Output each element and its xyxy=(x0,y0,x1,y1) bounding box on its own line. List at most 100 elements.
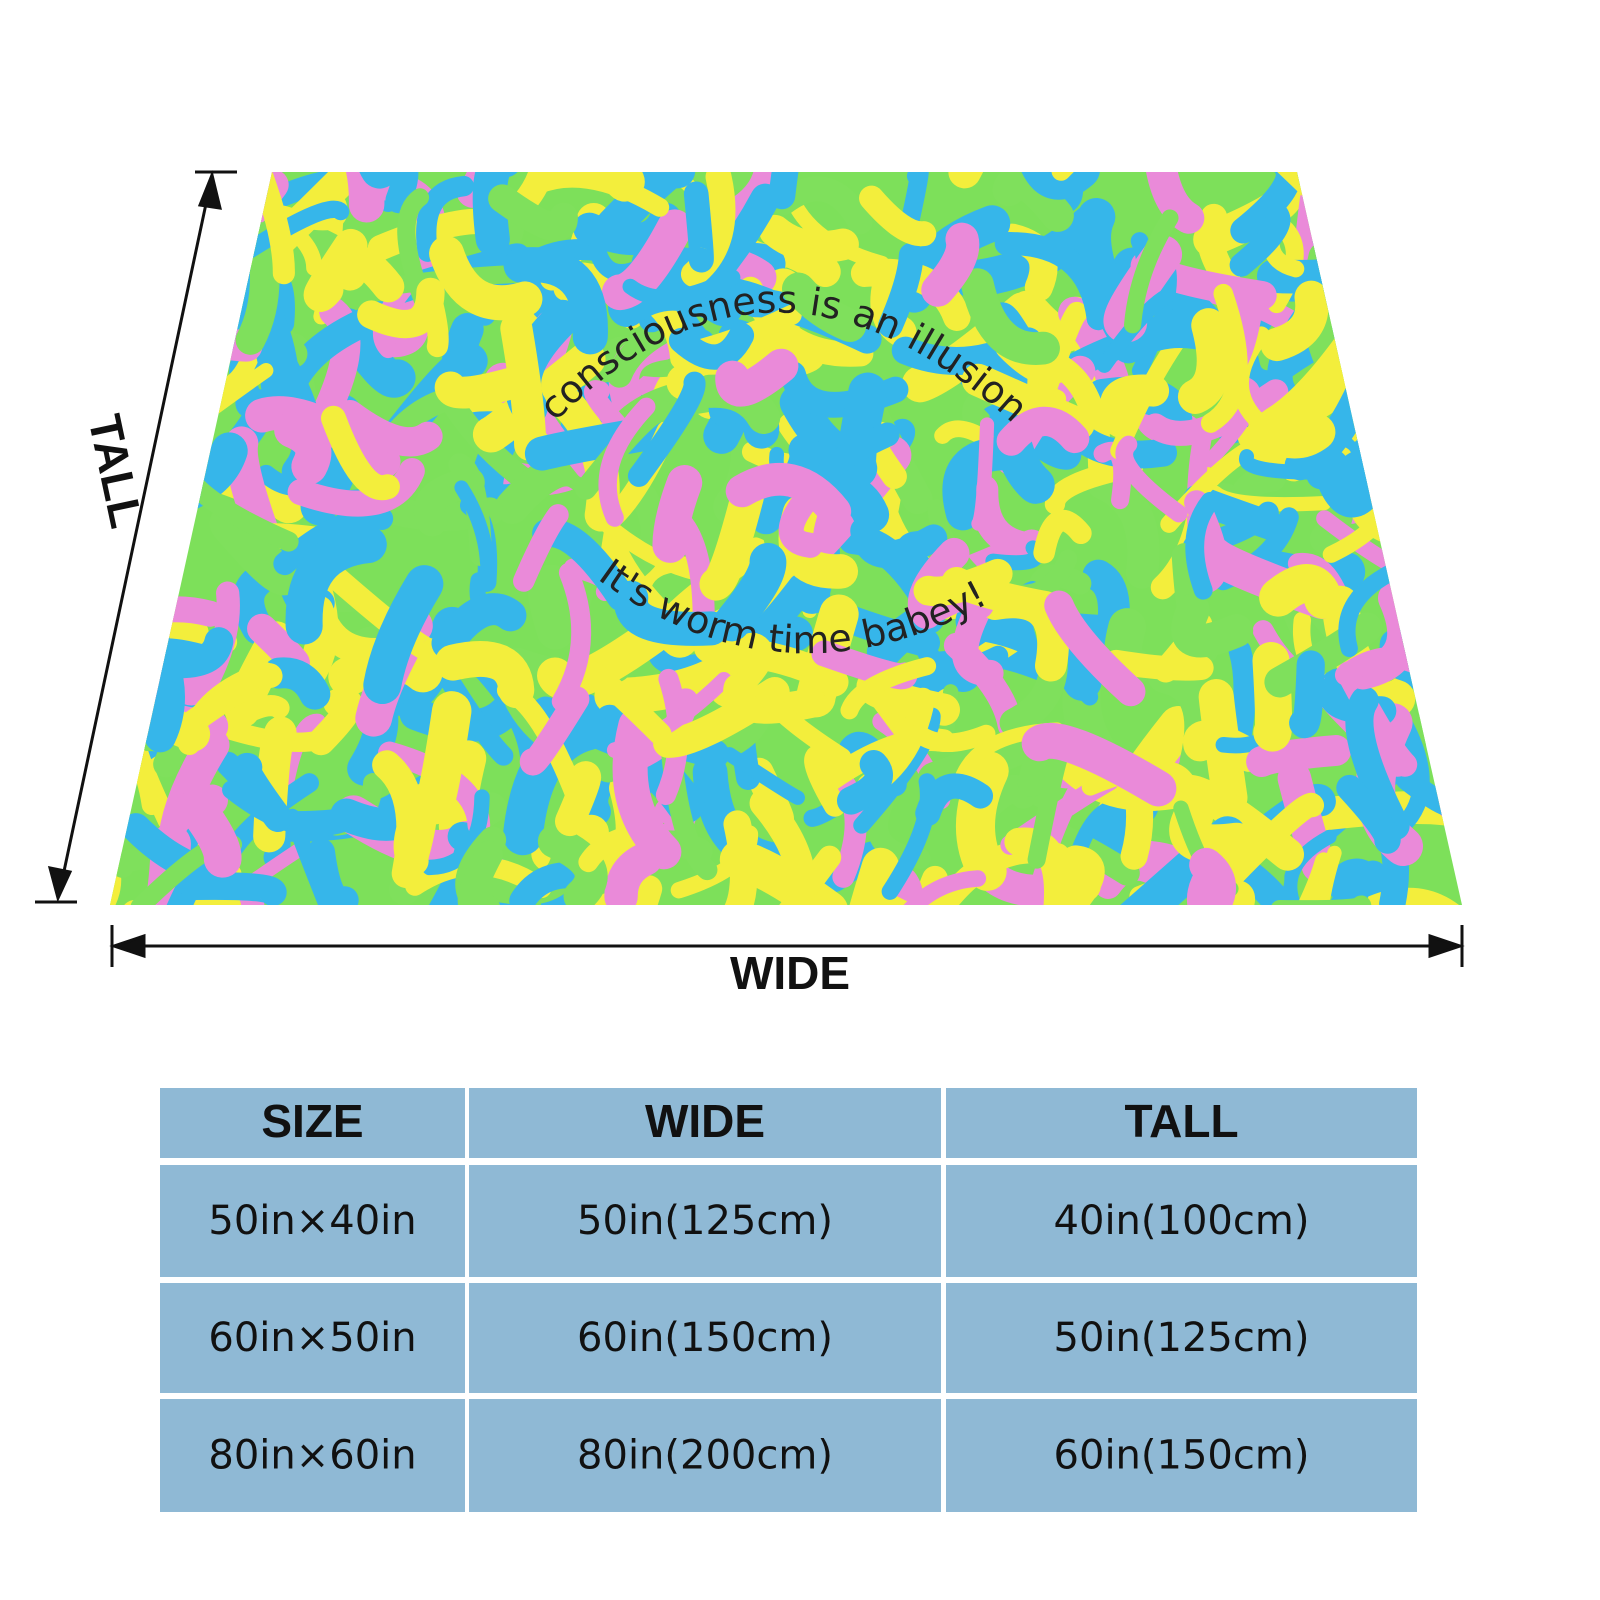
pattern-worm xyxy=(179,872,287,905)
pattern-worm xyxy=(1289,650,1325,739)
pattern-worm xyxy=(414,691,472,825)
pattern-worm xyxy=(781,272,867,343)
pattern-worm xyxy=(1384,455,1462,494)
pattern-worm xyxy=(992,172,1074,232)
pattern-worm xyxy=(540,172,645,202)
pattern-worm xyxy=(1033,510,1092,564)
pattern-worm xyxy=(287,458,425,517)
pattern-worm xyxy=(1247,411,1336,459)
pattern-worm xyxy=(934,420,993,447)
pattern-worm xyxy=(1044,590,1146,707)
pattern-worm xyxy=(1394,714,1430,835)
pattern-worm xyxy=(1222,792,1325,886)
pattern-worm xyxy=(713,542,787,642)
table-value: 80in×60in xyxy=(208,1433,416,1479)
pattern-worm xyxy=(1368,388,1409,474)
pattern-worm xyxy=(408,787,437,865)
pattern-worm xyxy=(1350,293,1454,412)
pattern-worm xyxy=(832,847,900,905)
pattern-worm xyxy=(472,172,523,257)
pattern-worm xyxy=(209,503,304,596)
pattern-worm xyxy=(245,396,401,479)
pattern-worm xyxy=(1115,435,1188,523)
pattern-worm xyxy=(1363,172,1446,191)
pattern-worm xyxy=(604,842,663,905)
table-cell xyxy=(469,1399,941,1512)
pattern-worm xyxy=(1004,827,1072,905)
pattern-worm xyxy=(875,870,987,905)
table-cell xyxy=(160,1165,465,1277)
pattern-worm xyxy=(457,840,503,905)
pattern-worm xyxy=(1260,280,1329,362)
pattern-worm xyxy=(1182,880,1255,905)
pattern-worm xyxy=(1196,203,1241,294)
pattern-worm xyxy=(1401,556,1462,595)
pattern-worm xyxy=(725,462,852,528)
pattern-worm xyxy=(432,659,514,766)
pattern-worm xyxy=(942,436,1030,531)
tall-label: TALL xyxy=(78,410,153,532)
table-value: 50in(125cm) xyxy=(1054,1315,1310,1361)
pattern-worm xyxy=(357,277,445,339)
table-cell xyxy=(160,1088,465,1158)
pattern-worm xyxy=(209,172,272,225)
arrow-head xyxy=(109,933,146,959)
pattern-worm xyxy=(1312,448,1386,518)
arrow-head xyxy=(1428,933,1465,959)
pattern-worm xyxy=(614,580,729,646)
pattern-worm xyxy=(1246,735,1352,778)
table-header: TALL xyxy=(1124,1095,1238,1147)
pattern-worm xyxy=(1435,694,1462,820)
table-cell xyxy=(946,1088,1417,1158)
pattern-worm xyxy=(151,172,199,206)
pattern-worm xyxy=(1345,686,1410,841)
arrow-head xyxy=(197,170,222,210)
table-value: 60in(150cm) xyxy=(577,1315,833,1361)
pattern-worm xyxy=(273,506,394,576)
pattern-worm xyxy=(110,172,153,222)
pattern-worm xyxy=(722,747,805,805)
pattern-worm xyxy=(699,480,764,601)
pattern-worm xyxy=(143,465,201,604)
table-cell xyxy=(946,1283,1417,1393)
pattern-worm xyxy=(110,172,135,199)
pattern-worm xyxy=(222,780,355,837)
pattern-worm xyxy=(363,565,444,705)
pattern-worm xyxy=(909,724,996,752)
pattern-worm xyxy=(627,371,706,487)
arrow-line xyxy=(58,184,212,891)
table-value: 50in(125cm) xyxy=(577,1198,833,1244)
pattern-worm xyxy=(1382,479,1451,541)
pattern-worm xyxy=(768,172,817,210)
pattern-worm xyxy=(668,322,755,370)
pattern-worm xyxy=(1421,172,1462,235)
pattern-worm xyxy=(1391,172,1462,182)
wide-dimension xyxy=(109,925,1465,967)
pattern-worm xyxy=(901,172,929,229)
pattern-worm xyxy=(719,839,849,905)
pattern-worm xyxy=(353,172,419,214)
pattern-worm xyxy=(519,686,590,776)
pattern-worm xyxy=(1051,172,1172,181)
pattern-worm xyxy=(1034,172,1109,177)
pattern-worm xyxy=(994,232,1110,331)
pattern-worm xyxy=(1171,593,1254,658)
pattern-worm xyxy=(354,172,441,189)
pattern-worm xyxy=(1242,900,1363,905)
pattern-worm xyxy=(372,750,426,889)
pattern-worm xyxy=(1420,269,1462,347)
pattern-worm xyxy=(1439,400,1462,457)
pattern-worm xyxy=(1411,373,1462,492)
pattern-worm xyxy=(1413,709,1462,768)
table-value: 60in(150cm) xyxy=(1054,1433,1310,1479)
pattern-worm xyxy=(1346,887,1462,905)
pattern-worm xyxy=(1351,308,1381,424)
pattern-worm xyxy=(285,525,387,645)
pattern-worm xyxy=(1355,225,1425,268)
tall-dimension xyxy=(35,170,237,904)
pattern-worm xyxy=(652,464,703,563)
pattern-worm xyxy=(778,482,823,558)
table-value: 50in×40in xyxy=(208,1198,416,1244)
pattern-worm xyxy=(1229,202,1291,277)
